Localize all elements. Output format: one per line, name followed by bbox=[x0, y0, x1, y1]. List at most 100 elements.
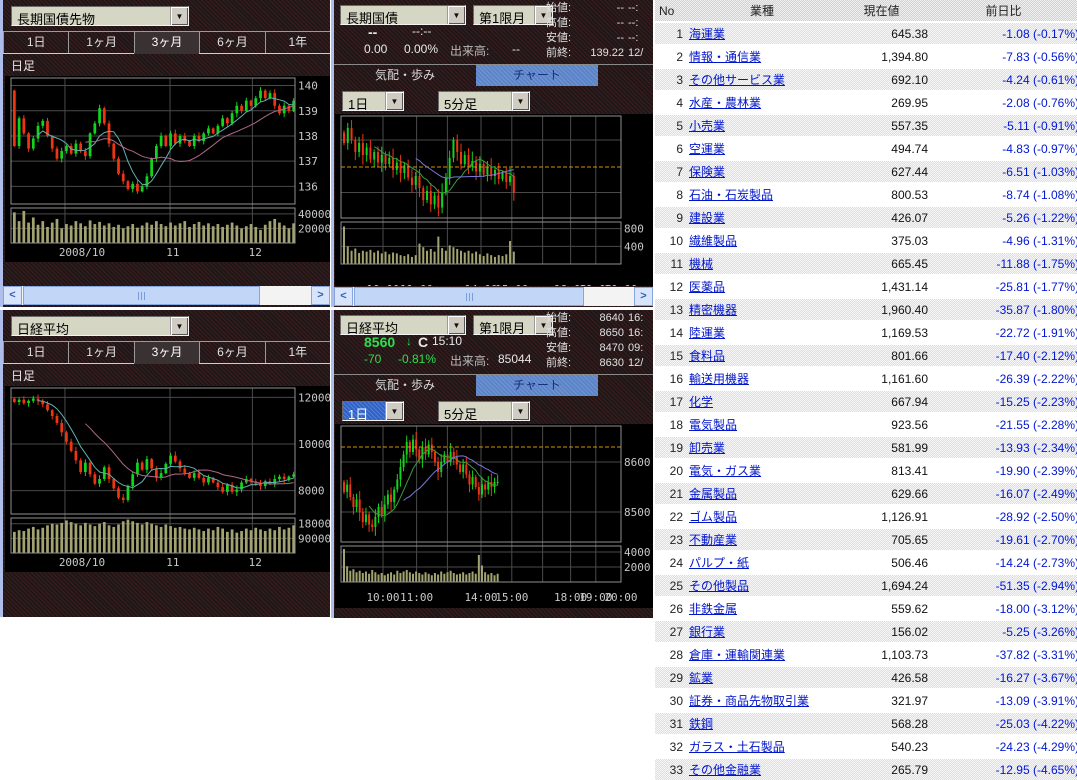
svg-text:20:00: 20:00 bbox=[604, 591, 637, 604]
tab-1年[interactable]: 1年 bbox=[264, 341, 330, 363]
sector-link[interactable]: 情報・通信業 bbox=[689, 50, 762, 64]
sector-link[interactable]: 電気・ガス業 bbox=[689, 464, 762, 478]
tab-6ヶ月[interactable]: 6ヶ月 bbox=[199, 31, 265, 53]
tab-chart[interactable]: チャート bbox=[476, 375, 598, 396]
sector-link[interactable]: 非鉄金属 bbox=[689, 602, 738, 616]
svg-text:18:00: 18:00 bbox=[554, 591, 587, 604]
chevron-down-icon[interactable]: ▼ bbox=[511, 402, 529, 420]
sector-link[interactable]: 鉱業 bbox=[689, 671, 714, 685]
svg-text:2008/10: 2008/10 bbox=[59, 246, 105, 259]
horizontal-scrollbar[interactable]: < > bbox=[334, 287, 653, 306]
svg-text:8600: 8600 bbox=[624, 456, 651, 469]
sector-link[interactable]: 食料品 bbox=[689, 349, 726, 363]
sector-link[interactable]: その他製品 bbox=[689, 579, 750, 593]
svg-text:10000: 10000 bbox=[298, 438, 330, 451]
sector-link[interactable]: 陸運業 bbox=[689, 326, 726, 340]
sector-link[interactable]: ガラス・土石製品 bbox=[689, 740, 785, 754]
tab-quote-board[interactable]: 気配・歩み bbox=[374, 378, 435, 392]
svg-text:2000: 2000 bbox=[624, 561, 651, 574]
current-value: 265.79 bbox=[891, 762, 928, 777]
contract-select[interactable]: 第1限月 ▼ bbox=[473, 5, 553, 25]
tab-quote-board[interactable]: 気配・歩み bbox=[374, 68, 435, 82]
current-value: 923.56 bbox=[891, 417, 928, 432]
symbol-select-nikkei[interactable]: 日経平均 ▼ bbox=[11, 316, 189, 336]
sector-link[interactable]: 医薬品 bbox=[689, 280, 726, 294]
tab-3ヶ月[interactable]: 3ヶ月 bbox=[133, 31, 200, 54]
chevron-down-icon[interactable]: ▼ bbox=[385, 92, 403, 110]
current-value: 629.66 bbox=[891, 486, 928, 501]
nikkei-daily-chart: 12000 10000 8000 18000090000 2008/10 11 12 bbox=[5, 386, 330, 572]
sector-link[interactable]: 化学 bbox=[689, 395, 714, 409]
sector-link[interactable]: 金属製品 bbox=[689, 487, 738, 501]
sector-link[interactable]: 倉庫・運輸関連業 bbox=[689, 648, 786, 662]
row-no: 28 bbox=[669, 647, 683, 662]
sector-link[interactable]: 精密機器 bbox=[689, 303, 738, 317]
sector-link[interactable]: 保険業 bbox=[689, 165, 726, 179]
scroll-left-icon[interactable]: < bbox=[334, 287, 353, 306]
sector-link[interactable]: ゴム製品 bbox=[689, 510, 738, 524]
scrollbar-thumb[interactable] bbox=[23, 286, 260, 305]
scroll-left-icon[interactable]: < bbox=[3, 286, 22, 305]
tab-6ヶ月[interactable]: 6ヶ月 bbox=[199, 341, 265, 363]
sector-link[interactable]: 銀行業 bbox=[689, 625, 726, 639]
current-value: 506.46 bbox=[891, 555, 928, 570]
chevron-down-icon[interactable]: ▼ bbox=[385, 402, 403, 420]
chevron-down-icon[interactable]: ▼ bbox=[170, 317, 188, 335]
sector-link[interactable]: 石油・石炭製品 bbox=[689, 188, 774, 202]
symbol-select-nikkei-fut[interactable]: 日経平均 ▼ bbox=[340, 315, 466, 335]
sector-link[interactable]: その他金融業 bbox=[689, 763, 762, 777]
scroll-right-icon[interactable]: > bbox=[311, 286, 330, 305]
interval-select[interactable]: 5分足 ▼ bbox=[438, 401, 530, 421]
current-value: 426.58 bbox=[891, 670, 928, 685]
tab-1年[interactable]: 1年 bbox=[264, 31, 330, 53]
table-row: 22 ゴム製品 1,126.91 -28.92 (-2.50%) bbox=[655, 505, 1077, 528]
sector-link[interactable]: 卸売業 bbox=[689, 441, 726, 455]
sector-link[interactable]: 海運業 bbox=[689, 27, 726, 41]
tab-1日[interactable]: 1日 bbox=[3, 31, 69, 53]
scroll-right-icon[interactable]: > bbox=[634, 287, 653, 306]
sector-link[interactable]: 小売業 bbox=[689, 119, 726, 133]
sector-link[interactable]: 不動産業 bbox=[689, 533, 738, 547]
chevron-down-icon[interactable]: ▼ bbox=[170, 7, 188, 25]
sector-link[interactable]: 機械 bbox=[689, 257, 714, 271]
symbol-select-jgb-futures[interactable]: 長期国債先物 ▼ bbox=[11, 6, 189, 26]
chevron-down-icon[interactable]: ▼ bbox=[511, 92, 529, 110]
tab-1日[interactable]: 1日 bbox=[3, 341, 69, 363]
period-select[interactable]: 1日 ▼ bbox=[342, 401, 404, 421]
horizontal-scrollbar[interactable]: < > bbox=[3, 286, 330, 305]
scrollbar-thumb[interactable] bbox=[354, 287, 585, 306]
sector-link[interactable]: 繊維製品 bbox=[689, 234, 738, 248]
sector-link[interactable]: 建設業 bbox=[689, 211, 726, 225]
contract-select[interactable]: 第1限月 ▼ bbox=[473, 315, 553, 335]
tab-chart[interactable]: チャート bbox=[476, 65, 598, 86]
chevron-down-icon[interactable]: ▼ bbox=[447, 316, 465, 334]
current-value: 321.97 bbox=[891, 693, 928, 708]
chevron-down-icon[interactable]: ▼ bbox=[534, 6, 552, 24]
scrollbar-track[interactable] bbox=[353, 287, 634, 306]
row-no: 4 bbox=[676, 95, 683, 110]
scrollbar-track[interactable] bbox=[22, 286, 311, 305]
sector-link[interactable]: 証券・商品先物取引業 bbox=[689, 694, 810, 708]
table-row: 27 銀行業 156.02 -5.25 (-3.26%) bbox=[655, 620, 1077, 643]
sector-link[interactable]: 輸送用機器 bbox=[689, 372, 750, 386]
tab-1ヶ月[interactable]: 1ヶ月 bbox=[68, 31, 134, 53]
period-select[interactable]: 1日 ▼ bbox=[342, 91, 404, 111]
symbol-select-jgb[interactable]: 長期国債 ▼ bbox=[340, 5, 466, 25]
sector-link[interactable]: 電気製品 bbox=[689, 418, 738, 432]
chevron-down-icon[interactable]: ▼ bbox=[447, 6, 465, 24]
svg-text:12: 12 bbox=[249, 556, 262, 569]
sector-link[interactable]: 空運業 bbox=[689, 142, 726, 156]
ohlc-info: 始値: 8640 16: 高値: 8650 16: 安値: 8470 09: 前終: 8630 12/ bbox=[546, 311, 653, 371]
tab-3ヶ月[interactable]: 3ヶ月 bbox=[133, 341, 200, 364]
table-row: 3 その他サービス業 692.10 -4.24 (-0.61%) bbox=[655, 68, 1077, 91]
sector-link[interactable]: その他サービス業 bbox=[689, 73, 786, 87]
table-row: 1 海運業 645.38 -1.08 (-0.17%) bbox=[655, 22, 1077, 45]
tab-1ヶ月[interactable]: 1ヶ月 bbox=[68, 341, 134, 363]
sector-link[interactable]: 水産・農林業 bbox=[689, 96, 762, 110]
chevron-down-icon[interactable]: ▼ bbox=[534, 316, 552, 334]
sector-link[interactable]: パルプ・紙 bbox=[689, 556, 750, 570]
table-row: 23 不動産業 705.65 -19.61 (-2.70%) bbox=[655, 528, 1077, 551]
interval-select[interactable]: 5分足 ▼ bbox=[438, 91, 530, 111]
sector-link[interactable]: 鉄鋼 bbox=[689, 717, 714, 731]
row-no: 33 bbox=[669, 762, 683, 777]
